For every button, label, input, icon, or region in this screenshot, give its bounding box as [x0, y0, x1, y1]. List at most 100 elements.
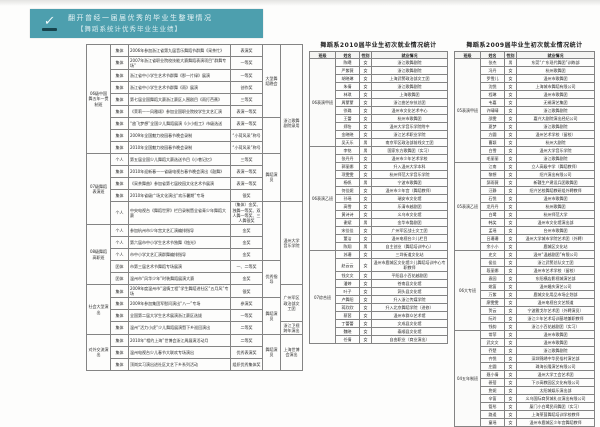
employment-cell: 温州市歌舞团 [516, 194, 595, 204]
award-cell: 《茉莉——风雅颂》参加全国职业院校学生文艺汇演 [128, 104, 231, 118]
gender-cell: 女 [504, 138, 517, 148]
employment-cell: 深圳锦绣中华民俗村演艺部 [516, 354, 595, 364]
gender-cell: 女 [504, 98, 517, 108]
student-name-cell: 曹颖 [480, 138, 505, 148]
award-cell: 三等奖 [230, 152, 263, 166]
student-name-cell: 侯佳 [480, 258, 505, 268]
award-cell: 社会大型演出 [86, 284, 111, 335]
gender-cell: 女 [359, 66, 372, 76]
award-cell: 表演一等奖 [230, 176, 263, 190]
employment-cell: 升入浙江传媒学院 [371, 295, 448, 305]
employment-cell: 金华市婺剧团 [371, 218, 448, 228]
employment-cell: 浙江曲艺杂技总团 [371, 98, 448, 108]
student-name-cell: 毛丽丽 [480, 154, 505, 164]
employment-cell: 嘉兴大剧院演出经纪公司 [516, 114, 595, 124]
employment-cell: 温州市鹿城区少年宫舞蹈教师 [516, 418, 595, 427]
award-cell: “小荷风采”称号 [230, 140, 263, 154]
student-name-cell: 杨帆 [335, 178, 360, 188]
student-name-cell: 徐璐 [335, 106, 360, 116]
student-name-cell: 乔楚 [480, 346, 505, 356]
gender-cell: 女 [504, 410, 517, 420]
gender-cell: 男 [359, 178, 372, 188]
award-cell: 集体 [110, 176, 129, 190]
award-cell: 浙江省中小学生艺术节群舞《雨》展演 [128, 80, 231, 94]
award-cell: 表演一等奖 [230, 104, 263, 118]
gender-cell: 女 [504, 386, 517, 396]
award-row: 集体 全国第二届大学生艺术展演浙江赛区选拔 一等奖 [87, 309, 303, 323]
gender-cell: 女 [359, 303, 372, 313]
award-cell: 2009年参加集团军慰问演出“八一”专场 [128, 297, 231, 311]
gender-cell: 女 [359, 58, 372, 68]
student-name-cell: 江南 [480, 162, 505, 172]
award-cell: 集体 [110, 164, 129, 178]
student-name-cell: 余小小 [480, 242, 505, 252]
award-cell: 第五届全国少儿舞蹈大赛选送节目《小巷记忆》 [128, 152, 231, 166]
award-cell: 一等奖 [230, 68, 263, 82]
student-row: 06表演乙班 李铭男国家东方歌舞团（实习） [309, 146, 448, 252]
banner-title-line1: 翻开曾经一届届优秀的毕业生整理情况 [68, 13, 213, 22]
student-name-cell: 潘婷 [335, 279, 360, 289]
gender-cell: 女 [359, 319, 372, 329]
employment-cell: 上海莱茵舞蹈培训学校教师 [516, 410, 595, 420]
award-cell: 浙江卫视跨年演出 [280, 321, 303, 335]
award-cell: 团体 [110, 272, 129, 286]
employment-table-2009: 班级 姓名 性别 就业情况 05表演甲班 张杰男东莞“广东现代舞团”训练部 冯丹女杭州歌舞团… [454, 50, 595, 427]
class-group-cell: 05表演甲班 [454, 58, 481, 164]
employment-cell: 自由职业（商业演出） [371, 335, 448, 345]
student-name-cell: 邵雯 [480, 114, 505, 124]
employment-cell: 温州婚庆演艺公司 [516, 282, 595, 292]
employment-cell: 上海城市舞蹈有限公司 [516, 82, 595, 92]
award-cell: 优秀表演奖 [230, 345, 263, 359]
gender-cell: 女 [504, 218, 517, 228]
award-row: 个人 市中小学文艺汇演群舞编排指导 金奖 [87, 248, 303, 262]
gender-cell: 女 [504, 378, 517, 388]
student-name-cell: 张丹丹 [335, 154, 360, 164]
award-cell: 一等奖 [230, 309, 263, 323]
gender-cell: 女 [359, 170, 372, 180]
student-name-cell: 沈悦 [480, 82, 505, 92]
gender-cell: 男 [359, 242, 372, 252]
employment-cell: 温州大学城市学院艺术团（外聘） [516, 234, 595, 244]
award-cell: 中央电视台《舞蹈世界》栏目录制暨全省青少年舞蹈大赛 [128, 200, 231, 226]
award-cell: 全国第二届大学生艺术展演浙江赛区选拔 [128, 309, 231, 323]
employment-cell: 广州军区战士文工团 [371, 226, 448, 236]
award-cell: 2009年度温州市“温情工程”学生舞蹈进社区“五月风”专场 [128, 284, 231, 299]
gender-cell: 女 [359, 335, 372, 345]
award-cell: 集体 [110, 104, 129, 118]
employment-cell: 温州市歌舞团 [516, 90, 595, 100]
award-cell: 参加杭州市少年宫文艺汇演编排指导 [128, 224, 231, 238]
employment-cell: 浙江武警总队文工团 [516, 258, 595, 268]
award-cell: 集体 [110, 284, 129, 299]
employment-cell: 上海歌舞团 [371, 90, 448, 100]
student-name-cell: 蒋欣欣 [335, 303, 360, 313]
employment-cell: 厦门小白鹭民间舞团（实习） [516, 402, 595, 412]
employment-2009-section: 舞蹈系2009届毕业生初次就业情况统计 班级 姓名 性别 就业情况 05表演甲班 张杰男东… [454, 42, 595, 427]
student-name-cell: 龙丹丹 [480, 202, 505, 212]
gender-cell: 女 [504, 90, 517, 100]
award-row: 对外交流演出 集体 2010年“相约上海”世博会浙江周展演活动月 二等奖 舞蹈演员 上海世… [86, 333, 303, 371]
award-cell: 个人 [110, 152, 129, 166]
employment-cell: 苍南县文化馆 [371, 279, 448, 289]
employment-cell: 浙江歌舞剧院 [516, 106, 595, 116]
student-name-cell: 孟瑶 [480, 226, 505, 236]
award-cell: 金奖 [230, 236, 263, 250]
award-cell: 舞蹈演员 [262, 333, 281, 371]
award-row: 集体 2010年迎新春——省级电视台春节晚会演出《鼓舞》 表演一等奖 [87, 164, 303, 178]
student-name-cell: 周蒙蒙 [335, 98, 360, 108]
student-name-cell: 汪静 [480, 186, 505, 196]
gender-cell: 女 [359, 154, 372, 164]
student-row: 赵云云女温州市鹿城区文化馆少儿舞蹈培训中心专职教师 [310, 258, 448, 273]
award-cell: 2006年参加浙江省第九届音乐舞蹈节群舞《采茶忙》 [128, 44, 231, 57]
award-row: 集体 2009年全国魅力校园春节晚会录制 “小荷风采”称号 [87, 128, 303, 142]
award-row: 集体 顶岗实习演出进社区文艺下乡系列活动 组织优秀集体奖 [87, 357, 303, 371]
employment-cell: 温州市少年艺术学校 [371, 154, 448, 164]
award-cell: 表演奖 [230, 44, 263, 57]
gender-cell: 女 [504, 290, 517, 300]
class-group-cell: 05表演乙班 [454, 162, 481, 252]
gender-cell: 女 [504, 402, 517, 412]
student-name-cell: 陈曦 [335, 58, 360, 68]
student-name-cell: 苏珊 [335, 250, 360, 260]
header-banner: ✓ 翻开曾经一届届优秀的毕业生整理情况 【舞蹈系统计优秀毕业生业绩】 [30, 9, 263, 38]
employment-cell: 杭州大剧院 [516, 138, 595, 148]
student-name-cell: 庄圆 [480, 362, 505, 372]
